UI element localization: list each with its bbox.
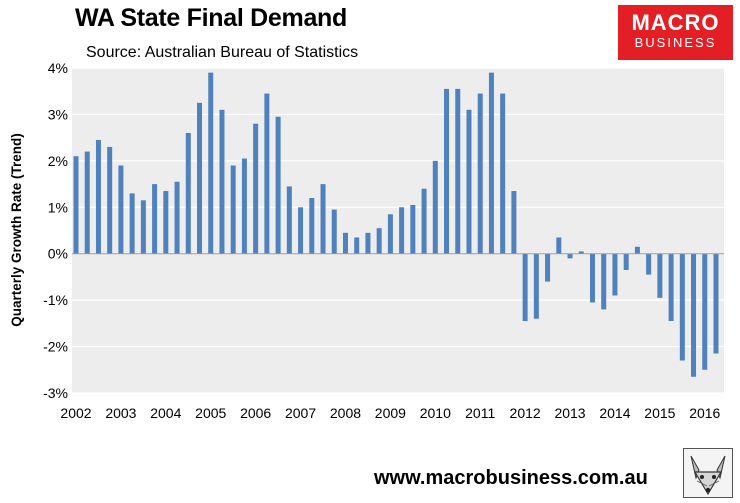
bar	[185, 133, 191, 254]
bar	[432, 160, 438, 254]
logo-sub-text: BUSINESS	[634, 35, 717, 50]
bar	[95, 139, 101, 254]
bar	[309, 198, 315, 254]
bar	[230, 165, 236, 254]
bar	[275, 116, 281, 254]
y-tick-label: -1%	[43, 292, 68, 308]
bar	[140, 200, 146, 254]
bar	[354, 237, 360, 254]
x-tick-label: 2013	[554, 405, 585, 421]
bar	[342, 232, 348, 254]
bar	[320, 184, 326, 254]
bar	[107, 146, 113, 254]
bar	[444, 88, 450, 254]
bar	[601, 253, 607, 310]
bar	[365, 232, 371, 254]
bar	[500, 93, 506, 254]
bar-series	[73, 72, 719, 377]
y-axis-label: Quarterly Growth Rate (Trend)	[9, 133, 24, 327]
bar	[589, 253, 595, 303]
bar	[331, 209, 337, 254]
x-tick-labels: 2002 2003 2004 2005 2006 2007 2008 2009 2010 2011…	[60, 405, 720, 421]
bar	[73, 156, 79, 254]
bar	[129, 193, 135, 254]
bar	[691, 253, 697, 377]
y-tick-label: -2%	[43, 339, 68, 355]
bar	[421, 188, 427, 254]
x-tick-label: 2016	[689, 405, 720, 421]
bar	[241, 158, 247, 254]
bar	[679, 253, 685, 361]
x-tick-label: 2009	[375, 405, 406, 421]
logo-main-text: MACRO	[631, 10, 720, 35]
bar	[219, 109, 225, 254]
bar	[545, 253, 551, 282]
bar	[488, 72, 494, 254]
chart-title: WA State Final Demand	[75, 4, 347, 32]
bar	[387, 214, 393, 254]
y-tick-label: 1%	[48, 199, 68, 215]
bar	[668, 253, 674, 322]
bar	[410, 204, 416, 254]
x-tick-label: 2007	[285, 405, 316, 421]
bar	[118, 165, 124, 254]
bar	[163, 191, 169, 254]
x-tick-label: 2015	[644, 405, 675, 421]
x-tick-label: 2010	[420, 405, 451, 421]
bar	[399, 207, 405, 254]
x-tick-label: 2006	[240, 405, 271, 421]
bar	[702, 253, 708, 370]
bar	[84, 151, 90, 254]
bar	[208, 72, 214, 254]
bar	[477, 93, 483, 254]
bar	[286, 186, 292, 254]
plot-area	[72, 68, 724, 393]
y-tick-label: 3%	[48, 106, 68, 122]
y-tick-label: 4%	[48, 60, 68, 76]
x-tick-label: 2011	[465, 405, 495, 421]
bar	[578, 251, 584, 254]
bar	[634, 246, 640, 254]
bar	[612, 253, 618, 296]
y-tick-labels: -3% -2% -1% 0% 1% 2% 3% 4%	[43, 60, 68, 401]
bar	[657, 253, 663, 298]
x-tick-label: 2002	[60, 405, 91, 421]
x-tick-label: 2004	[150, 405, 181, 421]
x-tick-label: 2014	[599, 405, 630, 421]
bar	[197, 102, 203, 254]
website-url: www.macrobusiness.com.au	[374, 467, 648, 489]
bar	[466, 109, 472, 254]
x-tick-label: 2012	[510, 405, 541, 421]
bar	[522, 253, 528, 322]
fox-mascot-icon	[683, 448, 733, 498]
x-tick-label: 2003	[105, 405, 136, 421]
bar	[533, 253, 539, 319]
bar	[152, 184, 158, 254]
x-tick-label: 2008	[330, 405, 361, 421]
macrobusiness-logo: MACRO BUSINESS	[618, 5, 733, 60]
chart-subtitle: Source: Australian Bureau of Statistics	[86, 44, 359, 61]
bar	[253, 123, 259, 254]
bar	[567, 253, 573, 259]
bar	[376, 228, 382, 254]
y-tick-label: 2%	[48, 153, 68, 169]
bar	[623, 253, 629, 270]
bar	[511, 191, 517, 254]
bar	[556, 237, 562, 254]
bar	[455, 88, 461, 254]
y-tick-label: -3%	[43, 385, 68, 401]
bar	[174, 181, 180, 254]
bar	[264, 93, 270, 254]
bar	[646, 253, 652, 275]
y-tick-label: 0%	[48, 246, 68, 262]
bar	[713, 253, 719, 354]
x-tick-label: 2005	[195, 405, 226, 421]
bar	[298, 207, 304, 254]
